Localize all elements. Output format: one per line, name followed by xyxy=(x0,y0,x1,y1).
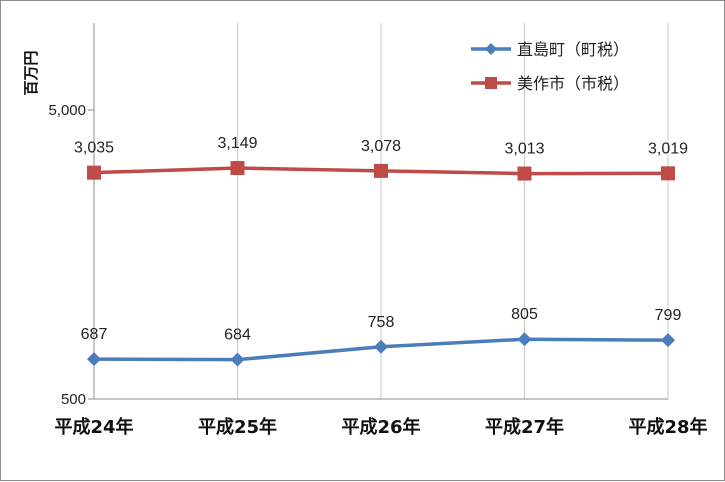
series-layer xyxy=(87,161,675,367)
legend-marker xyxy=(485,43,497,55)
axis-layer: 5,000 500 平成24年 平成25年 平成26年 平成27年 平成28年 xyxy=(48,23,708,438)
data-label: 3,035 xyxy=(74,140,114,157)
data-point-marker xyxy=(517,166,532,181)
data-label: 799 xyxy=(655,307,682,324)
data-label: 3,013 xyxy=(504,141,544,158)
legend-entry: 直島町（町税） xyxy=(471,40,629,59)
legend: 直島町（町税） 美作市（市税） xyxy=(471,40,629,93)
legend-label: 直島町（町税） xyxy=(517,40,629,59)
legend-entry: 美作市（市税） xyxy=(471,74,629,93)
data-point-marker xyxy=(87,165,101,180)
data-point-marker xyxy=(374,339,388,354)
x-tick-label: 平成27年 xyxy=(485,416,564,438)
x-tick-label: 平成24年 xyxy=(54,416,133,438)
data-label: 684 xyxy=(224,327,251,344)
label-layer: 687 684 758 805 799 3,035 3,149 3,078 3,013 3,019 xyxy=(74,135,688,344)
legend-marker xyxy=(485,77,497,89)
legend-label: 美作市（市税） xyxy=(517,74,629,93)
data-label: 3,078 xyxy=(361,138,401,155)
data-label: 3,019 xyxy=(648,140,688,157)
data-label: 687 xyxy=(81,326,108,343)
x-tick-label: 平成26年 xyxy=(341,416,420,438)
data-point-marker xyxy=(661,333,675,348)
y-tick-label: 5,000 xyxy=(48,102,86,119)
data-label: 758 xyxy=(368,314,395,331)
data-point-marker xyxy=(230,161,245,176)
data-label: 3,149 xyxy=(217,135,257,152)
x-tick-label: 平成28年 xyxy=(628,416,707,438)
y-tick-label: 500 xyxy=(61,391,86,408)
data-point-marker xyxy=(87,352,101,367)
y-axis-label: 百万円 xyxy=(22,50,40,95)
data-point-marker xyxy=(374,163,388,178)
data-point-marker xyxy=(517,332,532,347)
data-point-marker xyxy=(230,352,245,367)
data-point-marker xyxy=(661,166,675,181)
x-tick-label: 平成25年 xyxy=(198,416,277,438)
data-label: 805 xyxy=(511,306,538,323)
